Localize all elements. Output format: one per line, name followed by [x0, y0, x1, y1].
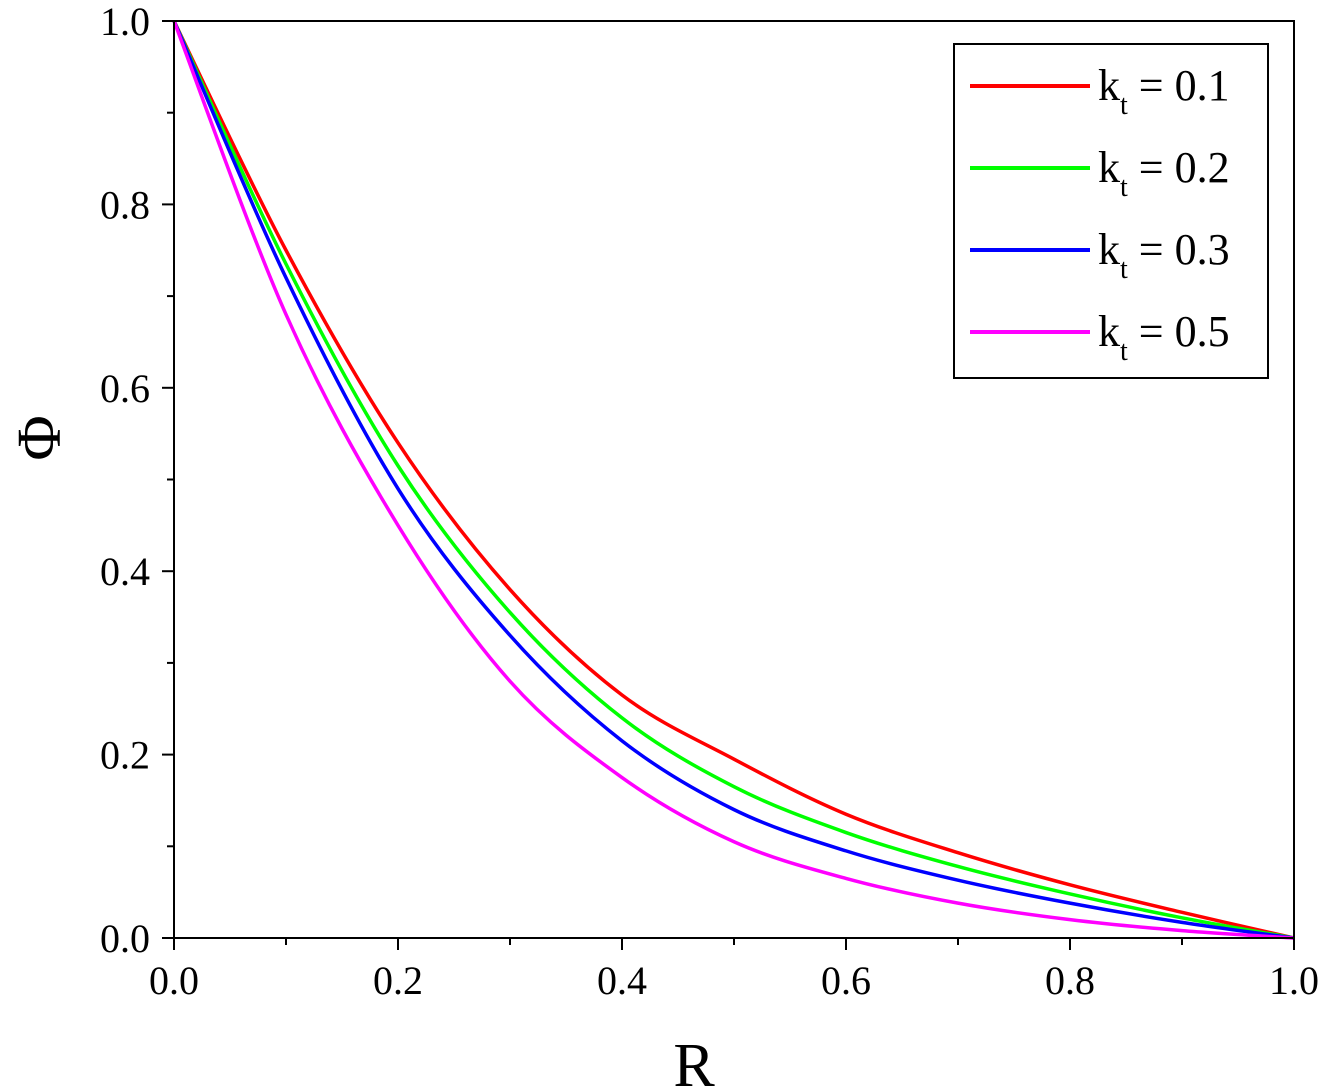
legend-label-3: kt = 0.3 [1098, 225, 1230, 285]
x-tick-label: 1.0 [1269, 958, 1319, 1003]
y-tick-label: 0.2 [100, 733, 150, 778]
y-tick-label: 0.4 [100, 549, 150, 594]
x-tick-label: 0.0 [149, 958, 199, 1003]
legend-label-2: kt = 0.2 [1098, 143, 1230, 203]
series-line-2 [172, 20, 1295, 940]
x-tick-label: 0.8 [1045, 958, 1095, 1003]
series-line-1 [172, 20, 1295, 940]
axis-ticks [162, 20, 1295, 950]
y-tick-label: 0.8 [100, 182, 150, 227]
x-tick-label: 0.6 [821, 958, 871, 1003]
tick-labels: 0.0 0.2 0.4 0.6 0.8 1.0 0.0 0.2 0.4 0.6 0.8 1.0 [100, 0, 1319, 1003]
series-line-4 [172, 20, 1295, 940]
legend-label-4: kt = 0.5 [1098, 307, 1230, 367]
series-line-3 [172, 20, 1295, 940]
legend-box [953, 43, 1269, 379]
y-tick-label: 0.6 [100, 366, 150, 411]
x-axis-title: R [673, 1032, 715, 1088]
x-tick-label: 0.2 [373, 958, 423, 1003]
y-tick-label: 0.0 [100, 916, 150, 961]
legend-label-1: kt = 0.1 [1098, 61, 1230, 121]
plot-lines [172, 20, 1295, 940]
legend: kt = 0.1 kt = 0.2 kt = 0.3 kt = 0.5 [953, 43, 1269, 379]
y-axis-title: Φ [6, 415, 74, 460]
x-tick-label: 0.4 [597, 958, 647, 1003]
y-tick-label: 1.0 [100, 0, 150, 44]
